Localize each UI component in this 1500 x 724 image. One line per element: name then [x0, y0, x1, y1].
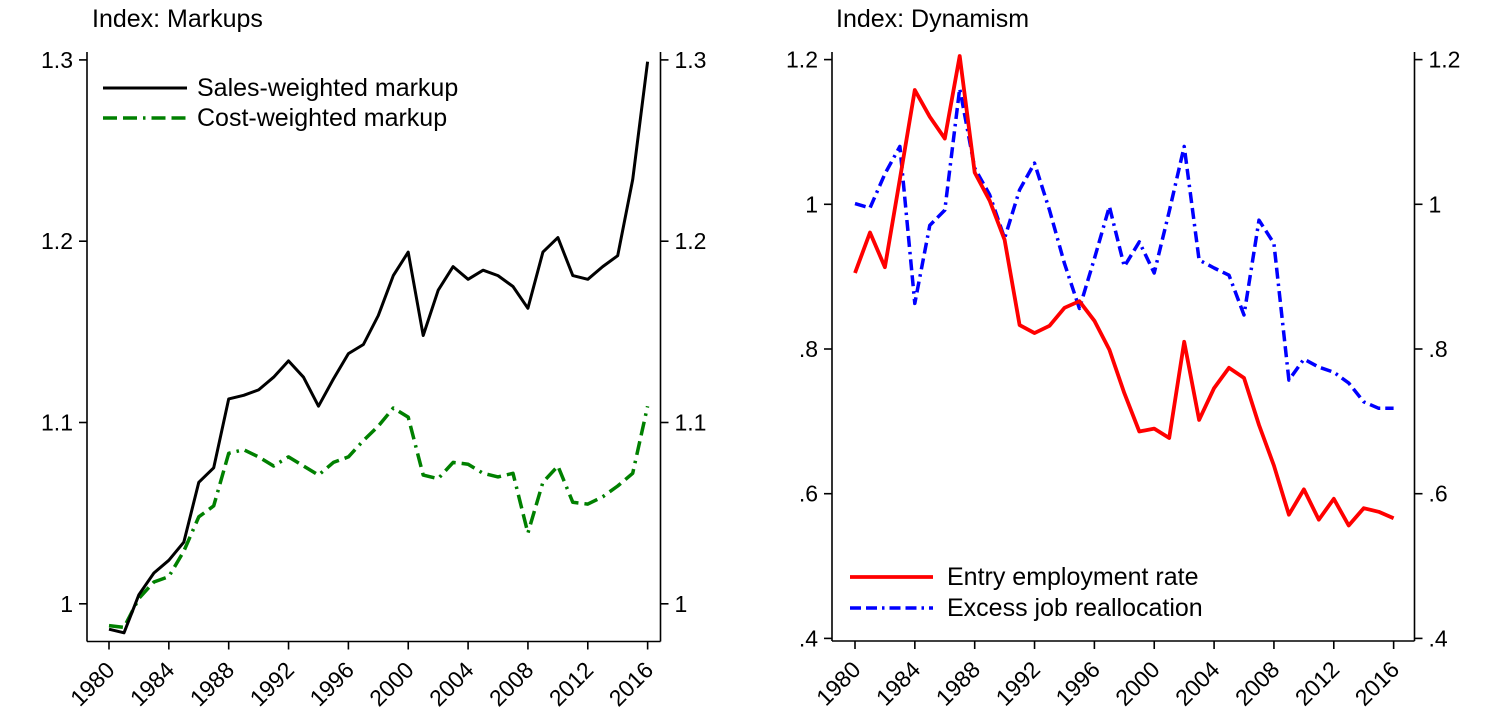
dynamism-x-tick-label: 1980 — [811, 656, 866, 711]
markups-x-tick-label: 2000 — [364, 657, 419, 712]
markups-y-tick-label: 1 — [675, 591, 688, 617]
excess-job-reallocation-line — [854, 86, 1394, 411]
dynamism-y-tick-label: .8 — [1429, 336, 1448, 362]
dynamism-y-tick-label: 1 — [805, 191, 818, 217]
legend-label: Cost-weighted markup — [197, 103, 448, 132]
markups-x-tick-label: 1980 — [65, 657, 120, 712]
dynamism-x-tick-label: 1996 — [1050, 656, 1105, 711]
markups-y-tick-label: 1.1 — [41, 410, 73, 436]
legend-item-sales-weighted: Sales-weighted markup — [102, 74, 458, 102]
markups-x-tick-label: 1988 — [185, 657, 240, 712]
dynamism-y-tick-label: .8 — [799, 336, 818, 362]
legend-item-cost-weighted: Cost-weighted markup — [102, 104, 447, 132]
dynamism-y-tick-label: 1.2 — [1429, 47, 1461, 73]
dynamism-y-tick-label: 1.2 — [786, 47, 818, 73]
entry-employment-line-sample — [850, 575, 933, 579]
cost-weighted-line-sample — [103, 116, 187, 120]
dynamism-x-tick-label: 2016 — [1350, 656, 1405, 711]
dynamism-x-tick-label: 1992 — [991, 656, 1046, 711]
dynamism-x-tick-label: 1988 — [931, 656, 986, 711]
legend-item-entry-employment: Entry employment rate — [849, 563, 1199, 591]
markups-x-tick-label: 1992 — [245, 657, 300, 712]
markups-y-tick-label: 1.2 — [675, 228, 707, 254]
markups-x-tick-label: 2012 — [544, 657, 599, 712]
markups-x-tick-label: 2016 — [604, 657, 659, 712]
right-panel-title: Index: Dynamism — [836, 5, 1030, 33]
dynamism-y-tick-label: .6 — [799, 481, 818, 507]
left-panel-title: Index: Markups — [92, 5, 263, 33]
markups-y-tick-label: 1.3 — [675, 47, 707, 73]
markups-x-tick-label: 1984 — [125, 657, 180, 712]
markups-y-tick-label: 1 — [60, 591, 73, 617]
sales-weighted-markup-line — [108, 61, 650, 635]
dynamism-x-tick-label: 2000 — [1110, 656, 1165, 711]
legend-label: Sales-weighted markup — [197, 73, 459, 102]
dynamism-y-tick-label: 1 — [1429, 191, 1442, 217]
dynamism-x-tick-label: 2004 — [1170, 656, 1225, 711]
cost-weighted-markup-line — [108, 405, 650, 630]
dynamism-x-tick-label: 2008 — [1230, 656, 1285, 711]
dynamism-y-tick-label: .4 — [1429, 625, 1448, 651]
legend-item-excess-reallocation: Excess job reallocation — [849, 594, 1203, 622]
markups-x-tick-label: 2004 — [424, 657, 479, 712]
sales-weighted-line-sample — [103, 86, 187, 90]
markups-y-tick-label: 1.1 — [675, 410, 707, 436]
dynamism-y-tick-label: .6 — [1429, 481, 1448, 507]
markups-y-tick-label: 1.2 — [41, 228, 73, 254]
legend-label: Entry employment rate — [947, 562, 1199, 591]
markups-x-tick-label: 1996 — [304, 657, 359, 712]
entry-employment-rate-line — [853, 54, 1395, 528]
markups-y-tick-label: 1.3 — [41, 47, 73, 73]
dynamism-x-tick-label: 1984 — [871, 656, 926, 711]
legend-label: Excess job reallocation — [947, 593, 1203, 622]
excess-reallocation-line-sample — [850, 606, 933, 610]
markups-x-tick-label: 2008 — [484, 657, 539, 712]
dynamism-x-tick-label: 2012 — [1290, 656, 1345, 711]
dynamism-y-tick-label: .4 — [799, 625, 818, 651]
